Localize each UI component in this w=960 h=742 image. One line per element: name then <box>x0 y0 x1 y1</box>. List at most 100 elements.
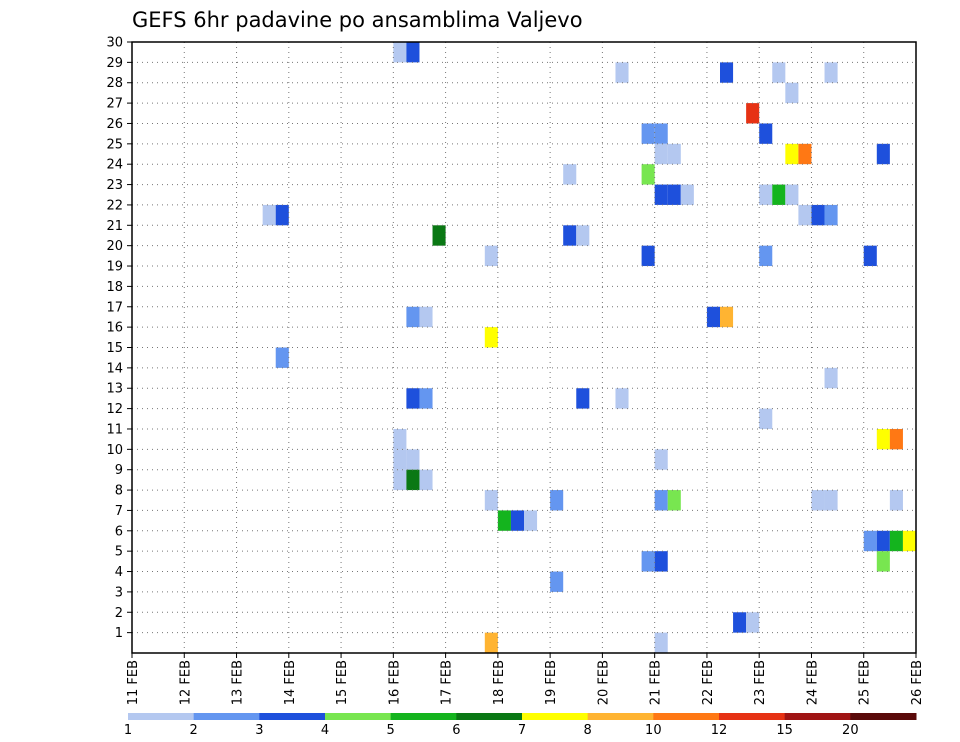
heatmap-cell <box>824 490 838 511</box>
heatmap-cell <box>876 428 890 450</box>
heatmap-cell <box>876 551 890 572</box>
x-tick-label: 15 FEB <box>335 660 350 705</box>
heatmap-cell <box>654 123 668 144</box>
legend-swatch <box>390 713 457 720</box>
legend-label: 7 <box>518 723 526 738</box>
heatmap-cell <box>876 530 890 552</box>
y-tick-label: 6 <box>115 524 123 539</box>
heatmap-cell <box>524 510 538 531</box>
heatmap-cell <box>759 123 773 144</box>
heatmap-cell <box>615 62 629 83</box>
legend-label: 12 <box>711 723 728 738</box>
heatmap-cell <box>484 490 498 511</box>
heatmap-cell <box>484 327 498 348</box>
heatmap-cell <box>615 388 629 409</box>
y-axis: 1234567891011121314151617181920212223242… <box>106 36 132 641</box>
legend-swatch <box>128 713 195 720</box>
heatmap-cell <box>419 306 433 328</box>
x-tick-label: 16 FEB <box>387 660 402 705</box>
heatmap-cell <box>654 632 668 653</box>
y-tick-label: 12 <box>106 402 123 417</box>
heatmap-cell <box>406 42 420 63</box>
y-tick-label: 9 <box>115 463 123 478</box>
y-tick-label: 23 <box>106 178 123 193</box>
heatmap-cell <box>393 42 407 63</box>
y-tick-label: 15 <box>106 341 123 356</box>
heatmap-cell <box>889 490 903 511</box>
heatmap-cell <box>902 530 916 552</box>
heatmap-cell <box>785 143 799 165</box>
legend-label: 8 <box>584 723 592 738</box>
x-axis: 11 FEB 12 FEB 13 FEB 14 FEB 15 FEB 16 FEB 17 F… <box>126 653 925 705</box>
x-tick-label: 20 FEB <box>596 660 611 705</box>
heatmap-cell <box>811 204 825 226</box>
heatmap-cell <box>393 449 407 470</box>
heatmap-cell <box>824 367 838 389</box>
heatmap-cell <box>785 184 799 205</box>
heatmap-cell <box>667 490 681 511</box>
heatmap-cell <box>889 530 903 552</box>
x-tick-label: 21 FEB <box>649 660 664 705</box>
heatmap-cell <box>497 510 511 531</box>
heatmap-cell <box>746 103 760 124</box>
grid-layer <box>132 42 916 653</box>
heatmap-cell <box>876 143 890 165</box>
y-tick-label: 1 <box>115 626 123 641</box>
heatmap-cell <box>798 143 812 165</box>
cells-layer <box>262 42 916 653</box>
heatmap-cell <box>772 184 786 205</box>
heatmap-cell <box>275 204 289 226</box>
heatmap-cell <box>563 164 577 185</box>
y-tick-label: 30 <box>106 36 123 51</box>
heatmap-cell <box>824 204 838 226</box>
heatmap-cell <box>863 530 877 552</box>
x-tick-label: 11 FEB <box>126 660 141 705</box>
heatmap-cell <box>262 204 276 226</box>
y-tick-label: 29 <box>106 56 123 71</box>
x-tick-label: 26 FEB <box>910 660 925 705</box>
heatmap-cell <box>432 225 446 246</box>
legend-label: 6 <box>452 723 460 738</box>
legend-swatch <box>522 713 589 720</box>
heatmap-cell <box>641 245 655 267</box>
heatmap-cell <box>654 551 668 572</box>
y-tick-label: 7 <box>115 504 123 519</box>
heatmap-cell <box>550 490 564 511</box>
y-tick-label: 25 <box>106 137 123 152</box>
heatmap-cell <box>798 204 812 226</box>
heatmap-cell <box>406 449 420 470</box>
y-tick-label: 27 <box>106 97 123 112</box>
y-tick-label: 8 <box>115 484 123 499</box>
chart-title: GEFS 6hr padavine po ansamblima Valjevo <box>132 8 583 32</box>
color-legend: 1 2 3 4 5 6 7 8 10 12 15 20 <box>124 713 917 738</box>
heatmap-cell <box>419 388 433 409</box>
legend-label: 4 <box>321 723 329 738</box>
heatmap-cell <box>863 245 877 267</box>
heatmap-cell <box>654 490 668 511</box>
y-tick-label: 13 <box>106 382 123 397</box>
x-tick-label: 12 FEB <box>178 660 193 705</box>
plot-frame <box>131 41 917 654</box>
x-tick-label: 23 FEB <box>753 660 768 705</box>
x-tick-label: 17 FEB <box>440 660 455 705</box>
heatmap-cell <box>654 143 668 165</box>
heatmap-cell <box>785 82 799 104</box>
heatmap-cell <box>759 245 773 267</box>
y-tick-label: 26 <box>106 117 123 132</box>
y-tick-label: 17 <box>106 300 123 315</box>
heatmap-cell <box>706 306 720 328</box>
y-tick-label: 10 <box>106 443 123 458</box>
legend-swatch <box>587 713 654 720</box>
heatmap-cell <box>759 184 773 205</box>
legend-swatch <box>325 713 392 720</box>
heatmap-cell <box>419 469 433 491</box>
heatmap-cell <box>641 123 655 144</box>
y-tick-label: 22 <box>106 198 123 213</box>
heatmap-cell <box>576 388 590 409</box>
heatmap-cell <box>550 571 564 592</box>
y-tick-label: 4 <box>115 565 123 580</box>
y-tick-label: 11 <box>106 422 123 437</box>
heatmap-cell <box>275 347 289 368</box>
x-tick-label: 24 FEB <box>805 660 820 705</box>
heatmap-cell <box>510 510 524 531</box>
